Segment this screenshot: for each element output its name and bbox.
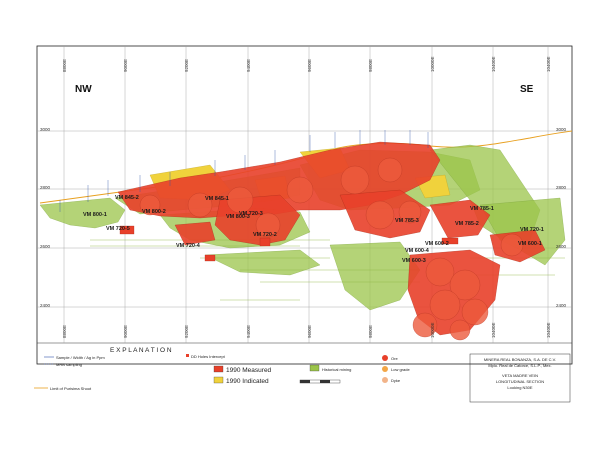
easting-tick-bottom: 9800E	[368, 325, 373, 338]
title-company: MINERA REAL BONANZA, S.A. DE C.V.	[484, 357, 556, 362]
dyke-swatch	[382, 377, 388, 383]
title-block-frame	[469, 353, 571, 403]
easting-tick-top: 9600E	[307, 59, 312, 72]
map-text-layer: NW SE 8800E 8800E 9000E 9000E 9200E 9200E 9400E 9…	[40, 56, 567, 391]
elevation-tick-left: 2600	[40, 244, 51, 249]
elevation-tick-left: 2800	[40, 185, 51, 190]
easting-tick-bottom: 9200E	[184, 325, 189, 338]
legend-measured: 1990 Measured	[226, 367, 272, 374]
block-label: VM 600-2	[425, 241, 449, 247]
title-line-2: LONGITUDINAL SECTION	[496, 379, 544, 384]
block-label: VM 720-5	[106, 226, 130, 232]
block-label: VM 800-1	[83, 212, 107, 218]
easting-tick-top: 10400E	[491, 56, 496, 72]
block-label: VM 720-3	[239, 211, 263, 217]
block-label: VM 800-3	[226, 214, 250, 220]
title-line-3: Looking N30E	[507, 385, 532, 390]
measured-swatch	[213, 365, 224, 373]
historical-swatch	[309, 364, 320, 372]
legend-sample: Sample / Width / Ag in Ppm	[56, 355, 105, 360]
easting-tick-top: 9000E	[123, 59, 128, 72]
block-label: VM 845-1	[205, 196, 229, 202]
block-label: VM 720-1	[520, 227, 544, 233]
elevation-tick-right: 3000	[556, 127, 567, 132]
legend-ore: Ore	[391, 356, 398, 361]
easting-tick-top: 9800E	[368, 59, 373, 72]
legend-historical: Historical mining	[322, 367, 351, 372]
legend-indicated: 1990 Indicated	[226, 378, 269, 385]
low-grade-swatch	[382, 366, 388, 372]
block-label: VM 785-1	[470, 206, 494, 212]
block-label: VM 600-4	[405, 248, 430, 254]
elevation-tick-right: 2800	[556, 185, 567, 190]
scale-bar	[299, 379, 341, 384]
block-label: VM 800-2	[142, 209, 166, 215]
block-label: VM 720-4	[176, 243, 201, 249]
easting-tick-top: 9200E	[184, 59, 189, 72]
map-frame	[36, 45, 573, 365]
block-label: VM 600-1	[518, 241, 542, 247]
easting-tick-bottom: 10400E	[491, 322, 496, 338]
easting-tick-top: 10000E	[430, 56, 435, 72]
direction-se: SE	[520, 84, 534, 95]
easting-tick-bottom: 9600E	[307, 325, 312, 338]
easting-tick-bottom: 10400E	[546, 322, 551, 338]
block-label: VM 600-3	[402, 258, 426, 264]
block-label: VM 720-2	[253, 232, 277, 238]
easting-tick-top: 9400E	[246, 59, 251, 72]
legend-swatches	[34, 354, 388, 389]
elevation-tick-right: 2400	[556, 303, 567, 308]
dd-intercept-marker	[186, 354, 189, 357]
title-line-1: VETA MADRE VEIN	[502, 373, 538, 378]
elevation-tick-left: 2400	[40, 303, 51, 308]
measured-patches	[119, 225, 459, 262]
easting-tick-bottom: 10000E	[430, 322, 435, 338]
easting-tick-top: 8800E	[62, 59, 67, 72]
easting-tick-bottom: 9000E	[123, 325, 128, 338]
block-label: VM 785-3	[395, 218, 419, 224]
elevation-tick-left: 3000	[40, 127, 51, 132]
indicated-swatch	[213, 376, 224, 384]
block-label: VM 785-2	[455, 221, 479, 227]
easting-tick-bottom: 8800E	[62, 325, 67, 338]
explanation-title: E X P L A N A T I O N	[110, 347, 172, 354]
measured-block-circles	[139, 157, 524, 341]
legend-dd-holes: DD Holes Intercept	[191, 354, 226, 359]
legend-limit: Limit of Purisima Shoot	[50, 386, 92, 391]
legend-low-grade: Low grade	[391, 367, 410, 372]
easting-tick-top: 10400E	[546, 56, 551, 72]
drill-hole-traces	[59, 130, 429, 212]
ore-swatch	[382, 355, 388, 361]
elevation-tick-right: 2600	[556, 244, 567, 249]
legend-dyke: Dyke	[391, 378, 401, 383]
block-label: VM 845-2	[115, 195, 139, 201]
legend-mrb: MRB sampling	[56, 362, 82, 367]
title-location: Mpio. Real de Catorce, S.L.P., Mex.	[488, 363, 551, 368]
easting-tick-bottom: 9400E	[246, 325, 251, 338]
direction-nw: NW	[75, 84, 92, 95]
